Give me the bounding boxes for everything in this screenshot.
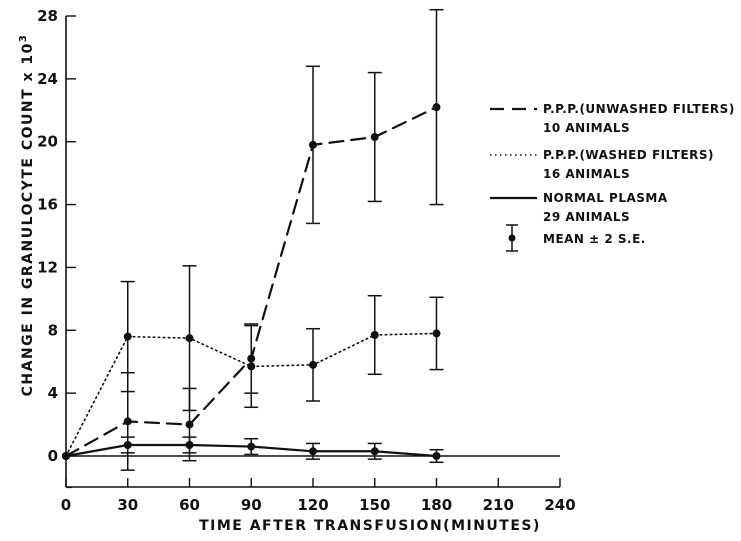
legend-errorbar-point — [508, 234, 516, 242]
x-axis-title: TIME AFTER TRANSFUSION(MINUTES) — [199, 518, 541, 534]
y-tick-label: 24 — [37, 70, 58, 88]
data-point-washed — [185, 334, 194, 343]
series-normal — [62, 436, 444, 464]
y-tick-label: 0 — [48, 447, 58, 465]
legend: P.P.P.(UNWASHED FILTERS) 10 ANIMALS P.P.P.… — [490, 102, 735, 252]
data-point-washed — [432, 329, 441, 338]
data-point-normal — [432, 452, 441, 460]
y-axis-title-superscript: 3 — [18, 34, 29, 42]
legend-count-unwashed: 10 ANIMALS — [543, 121, 630, 135]
data-point-washed — [247, 362, 256, 371]
data-point-unwashed — [309, 140, 317, 149]
x-tick-label: 30 — [117, 496, 138, 514]
x-tick-label: 240 — [544, 496, 575, 514]
y-axis-title-main: CHANGE IN GRANULOCYTE COUNT x 10 — [20, 42, 36, 396]
y-tick-label: 20 — [37, 133, 58, 151]
y-tick-label: 12 — [37, 258, 58, 276]
y-tick-label: 16 — [37, 196, 58, 214]
data-point-normal — [123, 441, 132, 449]
data-point-washed — [123, 332, 132, 341]
data-point-normal — [370, 447, 379, 456]
data-point-normal — [62, 452, 70, 460]
y-axis-title: CHANGE IN GRANULOCYTE COUNT x 103 — [18, 34, 36, 397]
legend-label-unwashed: P.P.P.(UNWASHED FILTERS) — [543, 102, 735, 116]
series-washed — [62, 265, 444, 460]
data-point-normal — [309, 447, 317, 456]
data-point-unwashed — [185, 420, 194, 429]
y-tick-label: 8 — [48, 321, 58, 339]
x-tick-label: 180 — [421, 496, 452, 514]
series-unwashed — [62, 8, 444, 471]
x-tick-label: 90 — [241, 496, 262, 514]
x-tick-label: 150 — [359, 496, 390, 514]
legend-label-normal: NORMAL PLASMA — [543, 191, 668, 205]
x-tick-label: 60 — [179, 496, 200, 514]
axes: 0 4 8 12 16 20 24 28 0 30 60 90 120 150 180 210 240 — [37, 7, 576, 514]
x-tick-label: 210 — [483, 496, 514, 514]
data-point-unwashed — [432, 103, 441, 112]
data-point-normal — [185, 441, 194, 449]
x-tick-label: 120 — [297, 496, 328, 514]
series-layer — [62, 8, 444, 471]
y-tick-label: 28 — [37, 7, 58, 25]
y-tick-label: 4 — [48, 384, 58, 402]
data-point-unwashed — [123, 417, 132, 426]
legend-errorbar-label: MEAN ± 2 S.E. — [543, 232, 646, 246]
x-tick-label: 0 — [61, 496, 71, 514]
legend-label-washed: P.P.P.(WASHED FILTERS) — [543, 148, 714, 162]
data-point-normal — [247, 442, 256, 451]
legend-count-washed: 16 ANIMALS — [543, 167, 630, 181]
legend-count-normal: 29 ANIMALS — [543, 210, 630, 224]
data-point-washed — [309, 360, 317, 369]
data-point-unwashed — [370, 133, 379, 141]
data-point-washed — [370, 331, 379, 339]
